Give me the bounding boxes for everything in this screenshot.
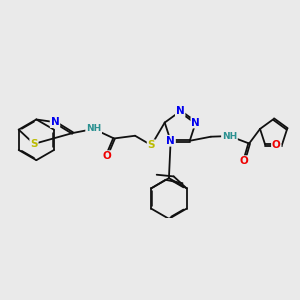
Text: O: O: [240, 156, 248, 166]
Text: O: O: [272, 140, 281, 150]
Text: S: S: [148, 140, 155, 150]
Text: N: N: [191, 118, 200, 128]
Text: N: N: [166, 136, 175, 146]
Text: O: O: [102, 151, 111, 161]
Text: S: S: [30, 139, 38, 149]
Text: N: N: [176, 106, 184, 116]
Text: N: N: [51, 117, 59, 127]
Text: NH: NH: [222, 131, 237, 140]
Text: NH: NH: [86, 124, 101, 134]
